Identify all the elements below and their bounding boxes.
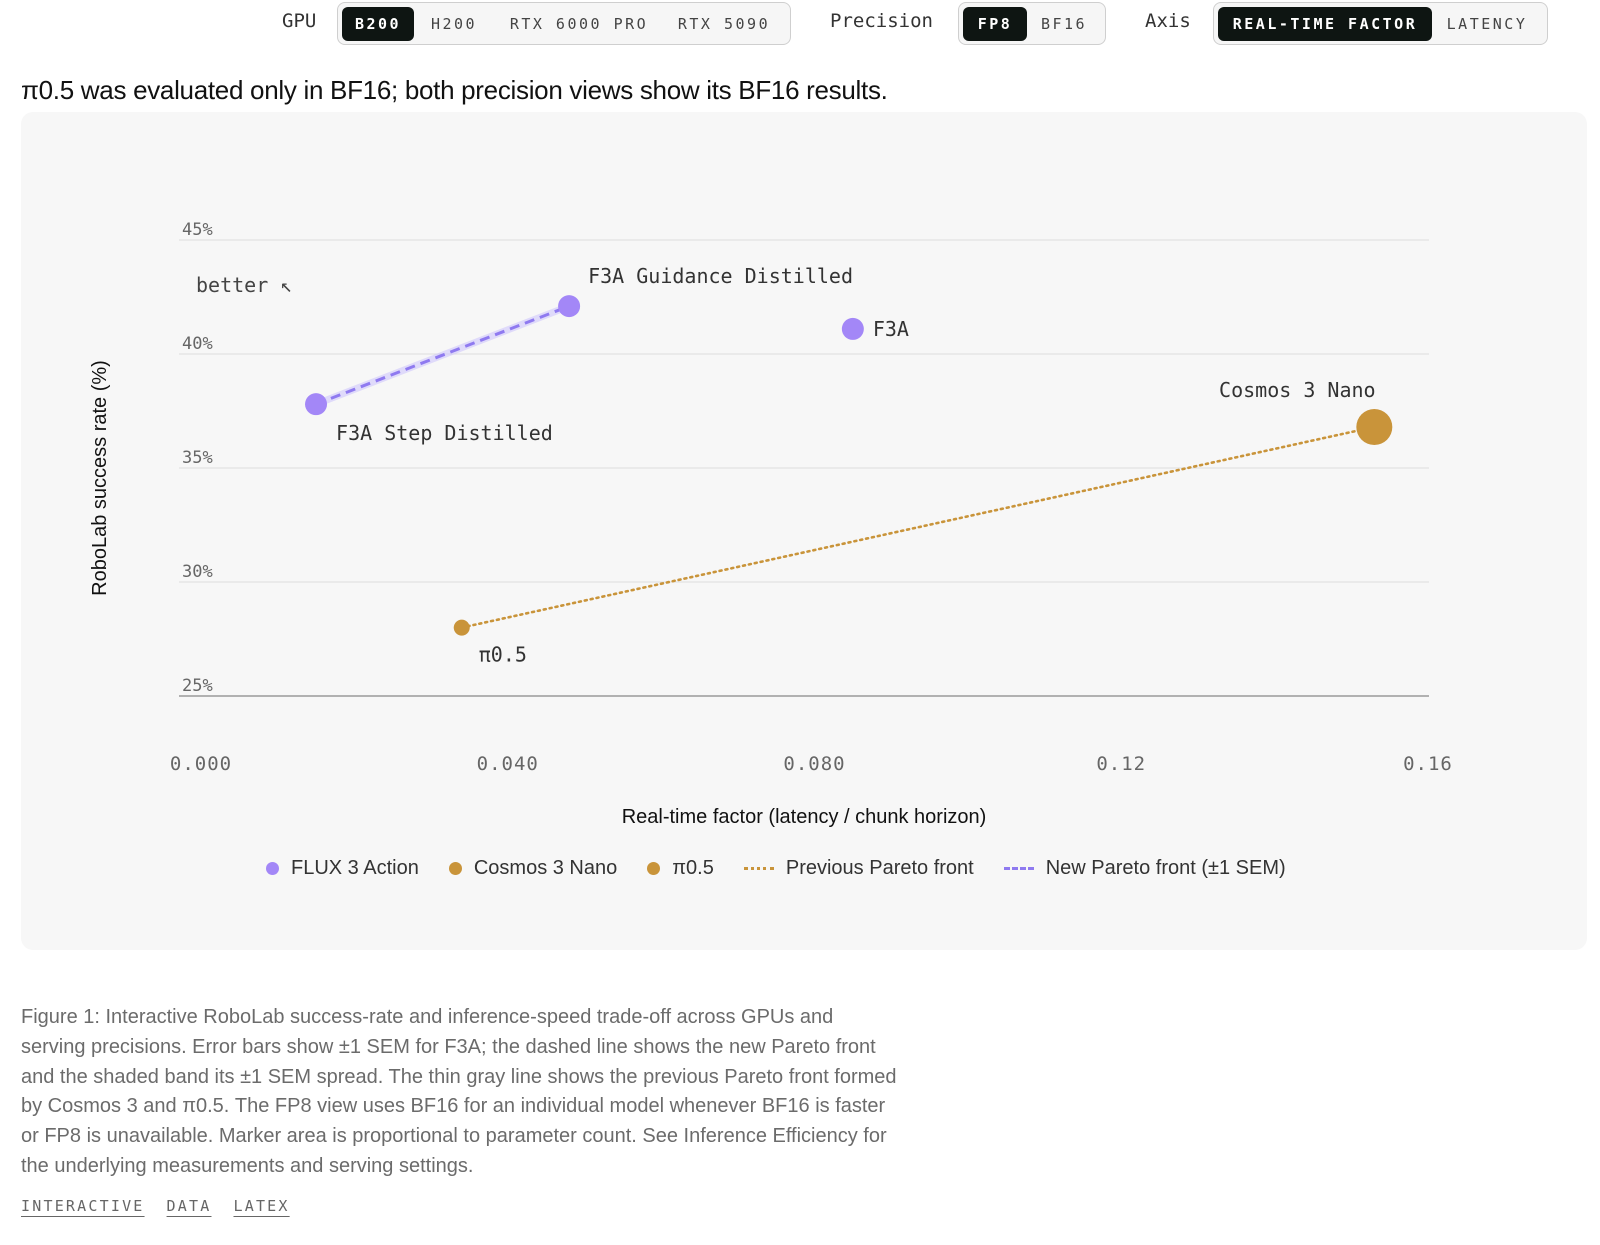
point-labels: F3A Step Distilled F3A Guidance Distilled… bbox=[336, 264, 1376, 666]
data-points bbox=[305, 295, 1393, 636]
precision-option-fp8[interactable]: FP8 bbox=[963, 6, 1027, 41]
x-tick-label: 0.16 bbox=[1403, 753, 1453, 775]
legend-label-flux: FLUX 3 Action bbox=[291, 857, 419, 879]
legend-label-pi: π0.5 bbox=[672, 857, 714, 879]
figure-caption: Figure 1: Interactive RoboLab success-ra… bbox=[21, 1006, 897, 1177]
legend-swatch-pi bbox=[647, 862, 661, 875]
legend-label-cosmos: Cosmos 3 Nano bbox=[473, 857, 618, 879]
x-tick-label: 0.040 bbox=[477, 753, 539, 775]
precision-label: Precision bbox=[830, 10, 933, 32]
legend-item-cosmos[interactable]: Cosmos 3 Nano bbox=[448, 857, 618, 880]
point-f3a-step-distilled bbox=[305, 393, 328, 416]
point-cosmos-3-nano bbox=[1356, 408, 1393, 445]
x-tick-label: 0.000 bbox=[170, 753, 232, 775]
y-tick-label: 35% bbox=[182, 448, 213, 468]
point-f3a-guidance-distilled bbox=[558, 295, 581, 318]
gpu-option-rtx-5090[interactable]: RTX 5090 bbox=[677, 14, 771, 33]
link-interactive[interactable]: INTERACTIVE bbox=[21, 1197, 145, 1215]
legend-swatch-flux bbox=[266, 862, 279, 875]
point-f3a bbox=[841, 317, 864, 340]
precision-selector: FP8 BF16 bbox=[958, 2, 1106, 45]
gpu-option-h200[interactable]: H200 bbox=[430, 14, 478, 33]
chart-legend: FLUX 3 Action Cosmos 3 Nano π0.5 Previou… bbox=[266, 857, 1286, 880]
x-tick-labels: 0.000 0.040 0.080 0.12 0.16 bbox=[170, 753, 1453, 775]
y-tick-label: 45% bbox=[182, 220, 213, 240]
x-tick-label: 0.12 bbox=[1096, 753, 1146, 775]
new-pareto-front-line bbox=[315, 304, 570, 406]
y-tick-label: 40% bbox=[182, 334, 213, 354]
legend-swatch-cosmos bbox=[448, 862, 462, 875]
legend-item-previous-front[interactable]: Previous Pareto front bbox=[743, 857, 974, 880]
point-0-5 bbox=[453, 619, 470, 636]
y-tick-label: 25% bbox=[182, 676, 213, 696]
scatter-chart: 25%30%35%40%45% 0.000 0.040 0.080 0.12 0.16 … bbox=[89, 220, 1453, 828]
gpu-option-rtx-6000-pro[interactable]: RTX 6000 PRO bbox=[509, 14, 649, 33]
axis-label: Axis bbox=[1145, 10, 1191, 32]
gpu-label: GPU bbox=[282, 10, 317, 32]
point-label-f3a-guidance-distilled: F3A Guidance Distilled bbox=[588, 264, 853, 288]
better-direction-hint: better ↖ bbox=[196, 273, 292, 297]
legend-swatch-new-front bbox=[1003, 867, 1034, 870]
gpu-option-b200[interactable]: B200 bbox=[342, 6, 414, 41]
precision-note: π0.5 was evaluated only in BF16; both pr… bbox=[21, 75, 888, 105]
point-label-0-5: π0.5 bbox=[479, 643, 527, 667]
precision-option-bf16[interactable]: BF16 bbox=[1040, 14, 1088, 33]
figure-links: INTERACTIVE DATA LATEX bbox=[21, 1197, 290, 1215]
grid-lines bbox=[179, 239, 1429, 697]
legend-item-flux[interactable]: FLUX 3 Action bbox=[266, 857, 419, 880]
legend-item-pi[interactable]: π0.5 bbox=[647, 857, 714, 880]
chart-panel: 25% 30% 35% 40% 45% 0.000 0.040 0.080 0.12 0.16 … bbox=[21, 112, 1587, 950]
axis-option-latency[interactable]: LATENCY bbox=[1446, 14, 1528, 33]
y-tick-labels: 25% 30% 35% 40% 45% bbox=[182, 220, 213, 696]
axis-option-real-time-factor[interactable]: REAL-TIME FACTOR bbox=[1218, 6, 1432, 41]
gpu-selector: B200 H200 RTX 6000 PRO RTX 5090 bbox=[337, 2, 791, 45]
legend-label-new-front: New Pareto front (±1 SEM) bbox=[1045, 857, 1286, 879]
x-axis-label: Real-time factor (latency / chunk horizo… bbox=[622, 806, 987, 828]
point-label-cosmos-3-nano: Cosmos 3 Nano bbox=[1219, 378, 1376, 402]
pareto-fronts bbox=[312, 302, 1376, 629]
link-latex[interactable]: LATEX bbox=[233, 1197, 290, 1215]
legend-swatch-previous-front bbox=[743, 867, 774, 870]
point-label-f3a-step-distilled: F3A Step Distilled bbox=[336, 421, 553, 445]
y-tick-label: 30% bbox=[182, 562, 213, 582]
point-label-f3a: F3A bbox=[873, 317, 909, 341]
x-tick-label: 0.080 bbox=[783, 753, 845, 775]
axis-selector: REAL-TIME FACTOR LATENCY bbox=[1213, 2, 1548, 45]
control-bar: GPU B200 H200 RTX 6000 PRO RTX 5090 Prec… bbox=[0, 0, 1600, 48]
previous-pareto-front-line bbox=[460, 425, 1376, 629]
legend-label-previous-front: Previous Pareto front bbox=[785, 857, 974, 879]
legend-item-new-front[interactable]: New Pareto front (±1 SEM) bbox=[1003, 857, 1286, 880]
y-axis-label: RoboLab success rate (%) bbox=[89, 360, 111, 596]
link-data[interactable]: DATA bbox=[166, 1197, 212, 1215]
